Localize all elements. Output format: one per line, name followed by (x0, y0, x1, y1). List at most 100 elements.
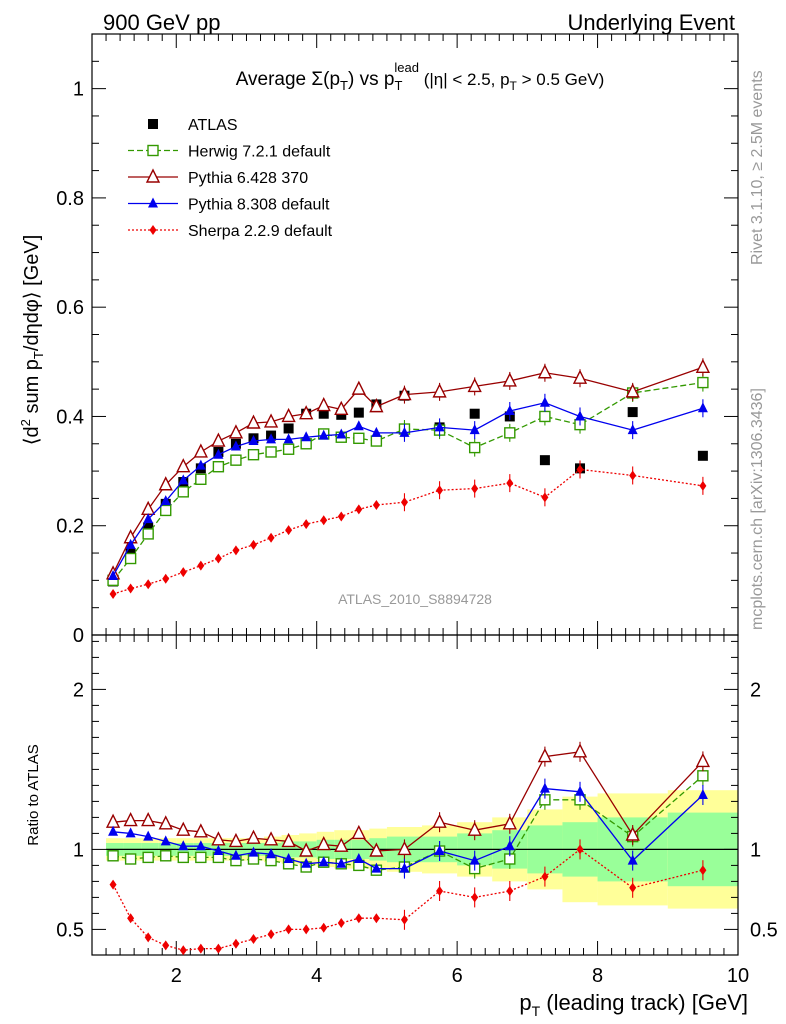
x-tick-label: 8 (592, 965, 603, 987)
legend-item: Herwig 7.2.1 default (128, 144, 331, 161)
data-point (212, 461, 225, 473)
data-point (213, 448, 224, 459)
ratio-point (504, 840, 515, 851)
data-point (506, 478, 514, 489)
data-point (337, 511, 345, 522)
ratio-point (353, 853, 364, 863)
legend-item: Sherpa 2.2.9 default (128, 223, 333, 240)
data-point (178, 474, 189, 485)
ratio-point (195, 851, 207, 864)
ratio-point (144, 932, 152, 943)
data-point (281, 407, 296, 423)
data-point (160, 504, 172, 517)
ratio-point (193, 823, 208, 838)
header-left: 900 GeV pp (103, 10, 220, 35)
data-point (467, 377, 482, 393)
x-tick-label: 2 (171, 965, 182, 987)
data-point (142, 528, 154, 540)
legend-label: Sherpa 2.2.9 default (188, 223, 333, 240)
ratio-point (211, 831, 226, 846)
ratio-point (336, 857, 347, 868)
ratio-point (228, 832, 244, 848)
legend-marker (148, 197, 158, 208)
y-tick-label: 0.6 (56, 297, 84, 319)
data-point (334, 400, 349, 416)
y-tick-label: 0.4 (56, 406, 84, 428)
ratio-point (471, 892, 479, 903)
data-point (370, 435, 383, 447)
ratio-point (178, 840, 189, 851)
legend-label: Pythia 6.428 370 (188, 170, 308, 187)
y-tick-label-right: 2 (750, 679, 761, 701)
data-point (469, 408, 480, 419)
ratio-point (125, 827, 136, 838)
ratio-point (285, 924, 293, 935)
series-ATLAS (108, 390, 708, 587)
ratio-point (158, 815, 173, 830)
data-point (627, 407, 638, 418)
ratio-point (316, 836, 331, 851)
data-point (469, 424, 480, 435)
data-point (195, 473, 207, 485)
ratio-point (469, 854, 480, 865)
data-point (248, 435, 259, 446)
ratio-point (142, 851, 154, 864)
ratio-point (371, 862, 382, 873)
ratio-point (160, 850, 172, 862)
data-point (265, 446, 277, 458)
ratio-point (299, 842, 314, 857)
ratio-point (127, 913, 135, 924)
ratio-point (334, 837, 349, 852)
y-tick-label-right: 1 (750, 839, 761, 861)
data-point (285, 525, 293, 536)
ratio-point (436, 886, 444, 896)
y-tick-label-right: 0.5 (750, 919, 778, 941)
ratio-point (537, 748, 553, 763)
ratio-point (318, 856, 329, 867)
data-point (572, 369, 588, 384)
ratio-point (302, 924, 310, 935)
ratio-point (197, 943, 205, 954)
data-point (336, 428, 347, 439)
ratio-point (124, 853, 137, 865)
data-point (266, 433, 277, 444)
legend-marker (145, 168, 161, 183)
ratio-point (506, 886, 514, 896)
data-point (193, 443, 208, 458)
x-tick-label: 6 (452, 965, 463, 987)
data-point (539, 455, 550, 466)
data-point (228, 424, 244, 439)
ratio-point (109, 879, 117, 890)
ratio-point (399, 862, 410, 873)
ratio-point (629, 882, 637, 893)
legend-label: ATLAS (188, 117, 238, 134)
data-point (502, 372, 517, 387)
data-point (436, 485, 444, 496)
data-point (230, 440, 241, 451)
data-point (372, 499, 380, 510)
data-point (125, 538, 136, 549)
ratio-point (214, 943, 222, 954)
ratio-point (108, 825, 119, 836)
legend-label: Herwig 7.2.1 default (188, 144, 331, 161)
series-line (112, 468, 703, 595)
ratio-point (160, 835, 171, 846)
data-point (316, 396, 331, 412)
ratio-point (372, 913, 380, 924)
ratio-point (434, 845, 445, 855)
ratio-point (246, 829, 261, 844)
y-tick-label: 0.8 (56, 188, 84, 210)
ratio-point (369, 842, 384, 857)
ratio-ylabel: Ratio to ATLAS (25, 744, 42, 845)
ratio-axes: 0.5 0.5 1 1 2 2 2 4 6 8 10 (56, 634, 778, 987)
data-point (697, 376, 709, 389)
data-point (371, 426, 382, 437)
ratio-series-Pythia 8.308 default (108, 778, 708, 879)
data-point (629, 470, 637, 481)
header-right: Underlying Event (567, 10, 735, 35)
data-point (318, 429, 329, 440)
ratio-point (625, 826, 640, 841)
data-point (432, 383, 447, 398)
data-point (197, 560, 205, 571)
